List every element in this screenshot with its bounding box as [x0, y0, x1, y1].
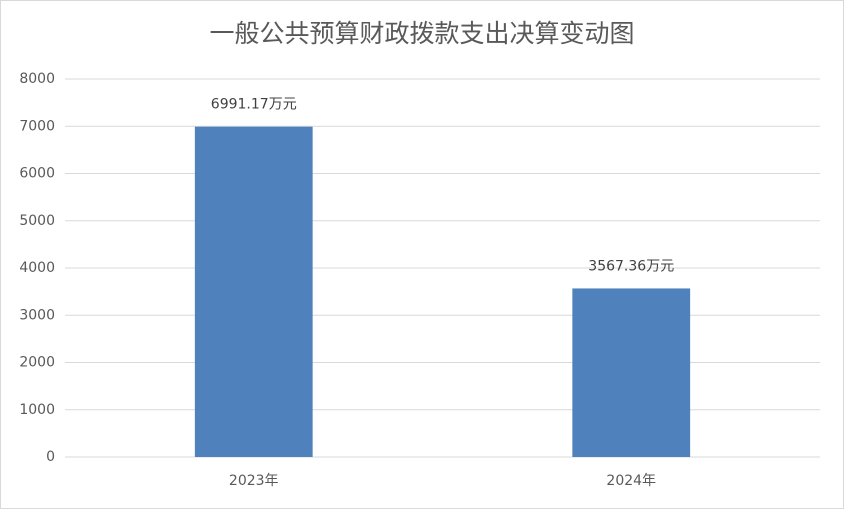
y-tick-label: 3000 [19, 307, 55, 323]
value-label: 3567.36万元 [588, 258, 674, 274]
y-tick-label: 1000 [19, 402, 55, 418]
value-label: 6991.17万元 [211, 97, 297, 113]
bar [194, 126, 313, 457]
x-tick-label: 2024年 [606, 473, 656, 489]
y-tick-label: 6000 [19, 166, 55, 182]
y-tick-label: 0 [46, 449, 55, 465]
bar [572, 288, 691, 457]
y-tick-label: 5000 [19, 213, 55, 229]
y-tick-label: 4000 [19, 260, 55, 276]
chart-title: 一般公共预算财政拨款支出决算变动图 [209, 19, 634, 48]
x-tick-label: 2023年 [229, 473, 279, 489]
y-tick-label: 8000 [19, 71, 55, 87]
y-tick-label: 2000 [19, 355, 55, 371]
y-tick-label: 7000 [19, 118, 55, 134]
